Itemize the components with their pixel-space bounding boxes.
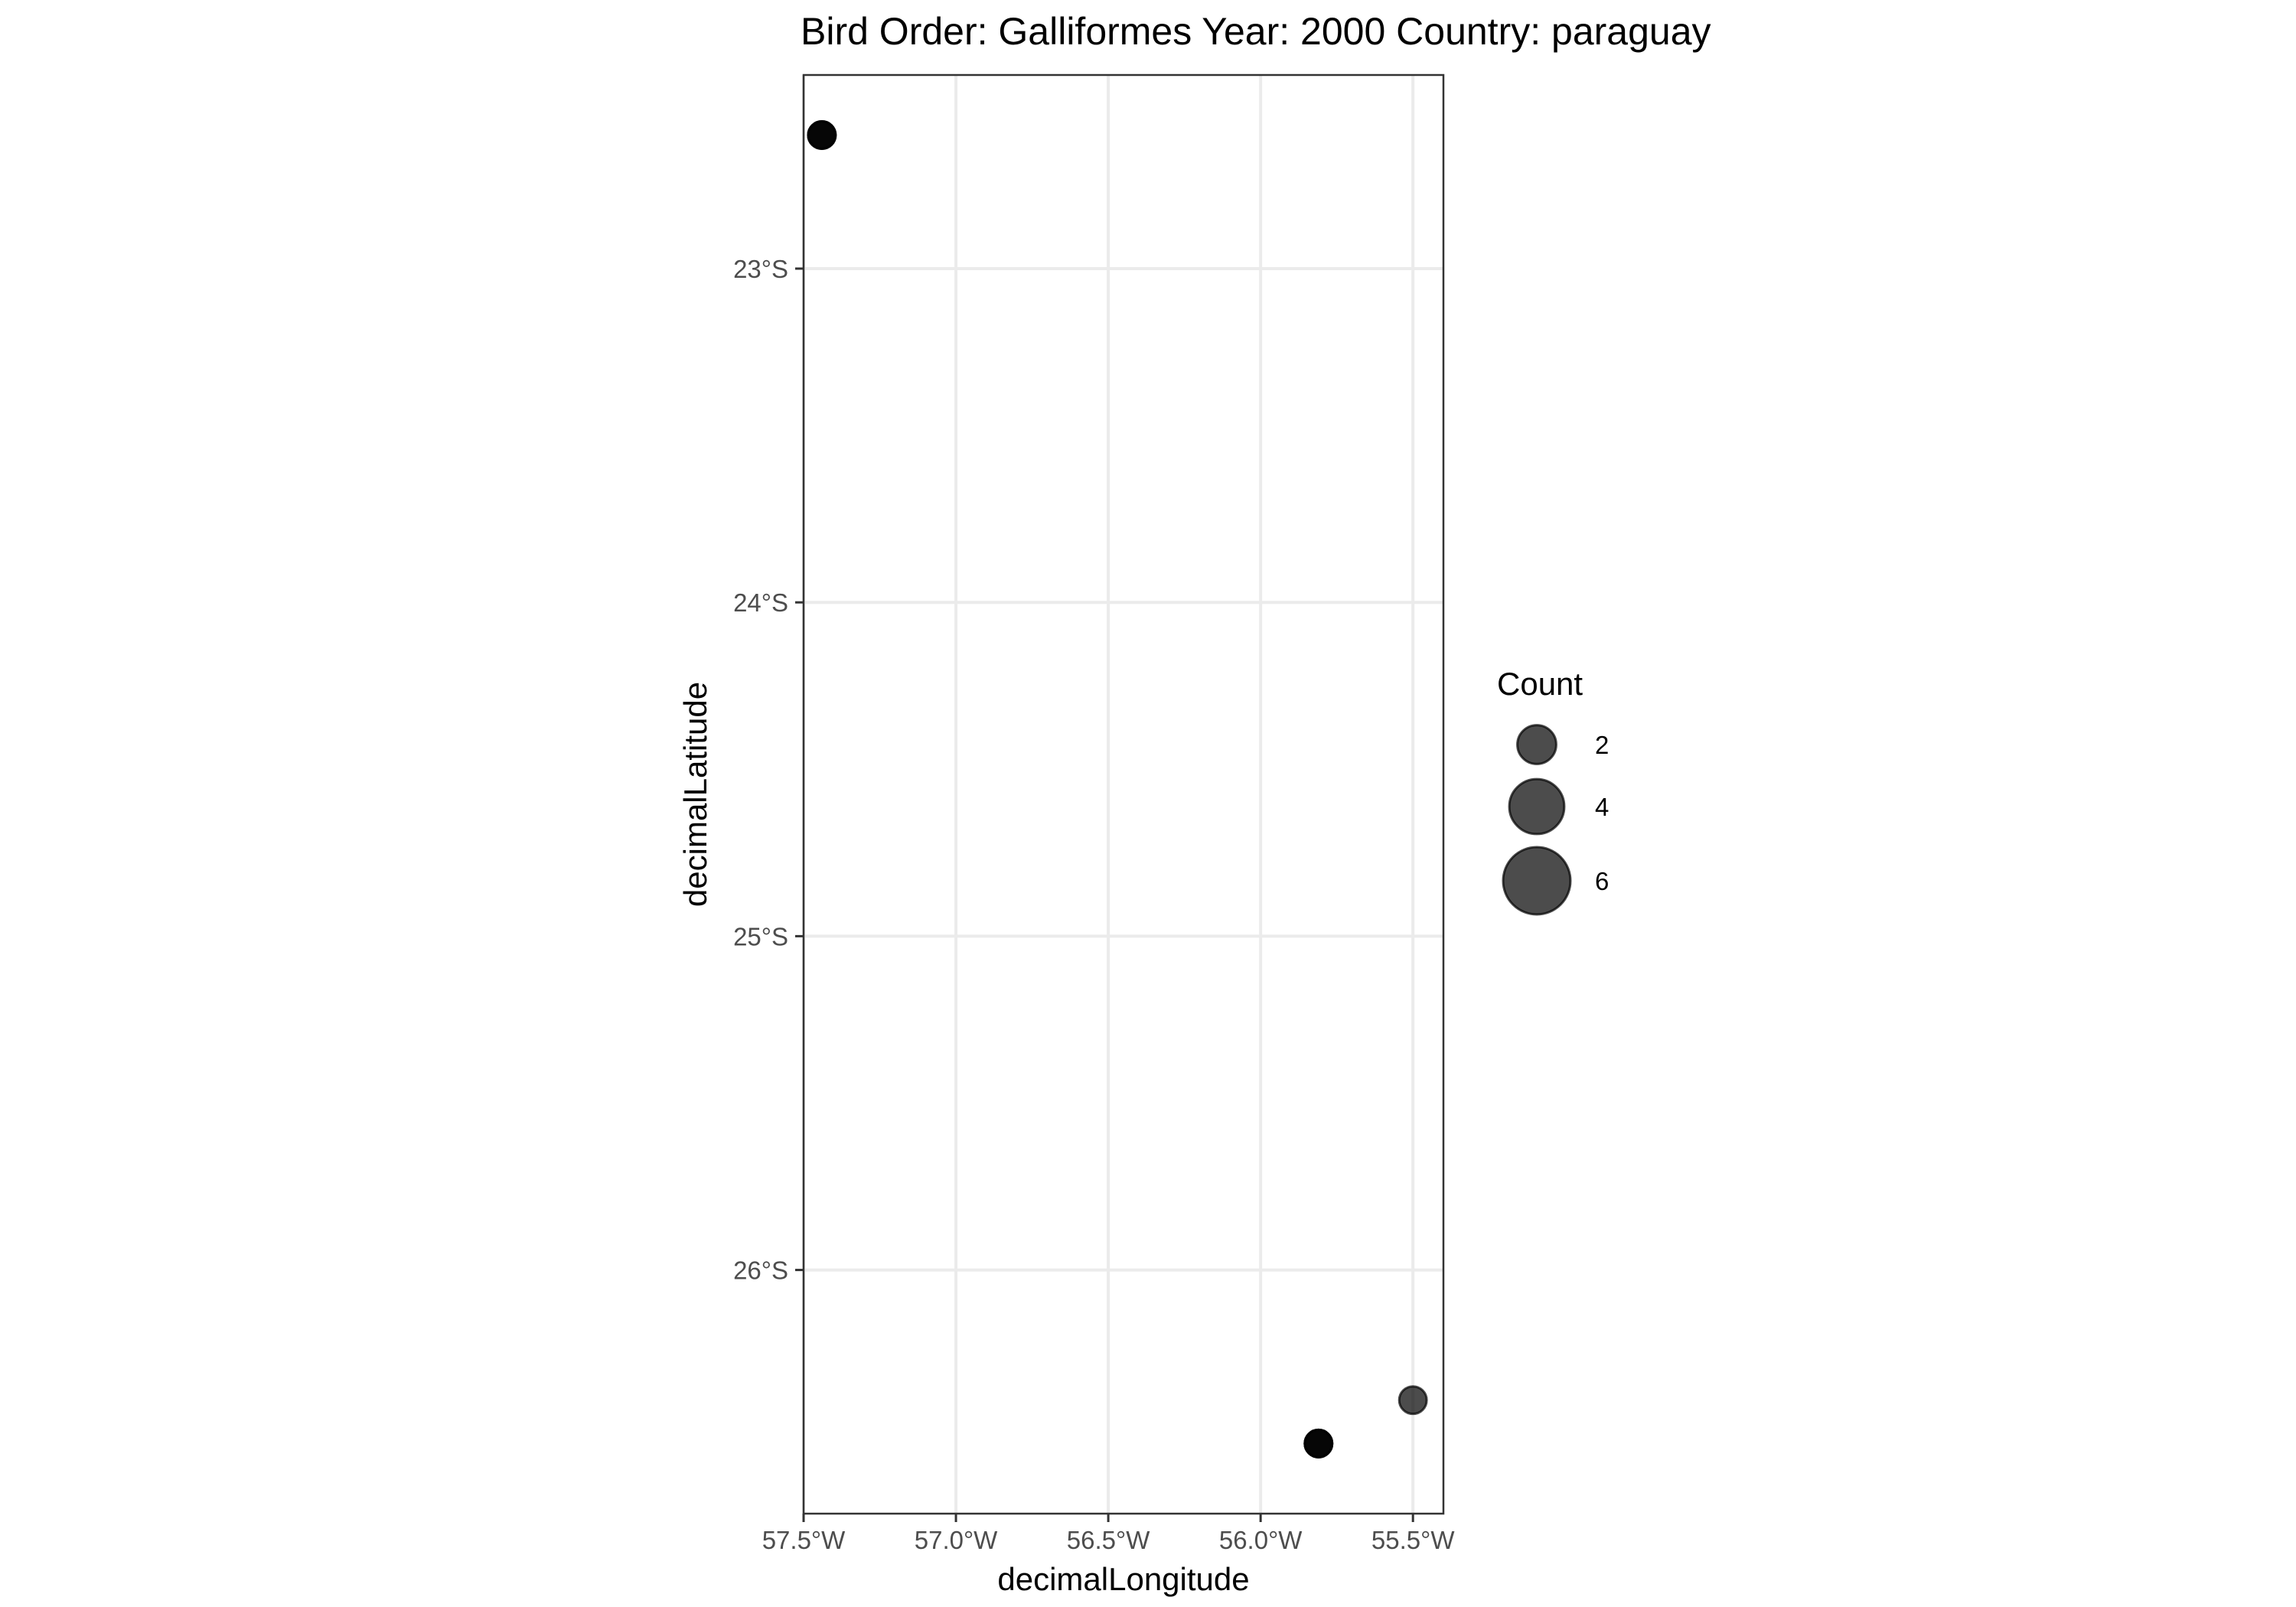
size-legend: Count 2 4 6 [1497,666,1609,916]
plot-panel-border [802,73,1445,1515]
x-tick-label: 55.5°W [1371,1526,1455,1554]
x-axis-title: decimalLongitude [997,1561,1249,1597]
y-tick-label: 26°S [733,1257,788,1285]
y-tick-label: 23°S [733,255,788,283]
x-tick-label: 57.5°W [762,1526,846,1554]
y-tick-label: 25°S [733,922,788,950]
legend-label: 2 [1595,731,1609,759]
legend-label: 6 [1595,867,1609,895]
data-points [807,120,1428,1459]
data-point [1397,1385,1428,1416]
legend-key-circle [1502,846,1572,916]
chart-title: Bird Order: Galliformes Year: 2000 Count… [801,10,1711,53]
axes: 57.5°W 57.0°W 56.5°W 56.0°W 55.5°W 23°S 24°S 25… [733,255,1455,1554]
legend-title: Count [1497,666,1583,702]
x-tick-label: 57.0°W [915,1526,998,1554]
legend-label: 4 [1595,793,1609,821]
y-tick-label: 24°S [733,588,788,617]
y-axis-title: decimalLatitude [677,682,713,907]
legend-key-circle [1516,724,1557,765]
x-tick-label: 56.5°W [1067,1526,1150,1554]
legend-key-circle [1508,777,1566,836]
x-tick-label: 56.0°W [1219,1526,1303,1554]
data-point [807,120,837,150]
data-point [1303,1428,1334,1459]
